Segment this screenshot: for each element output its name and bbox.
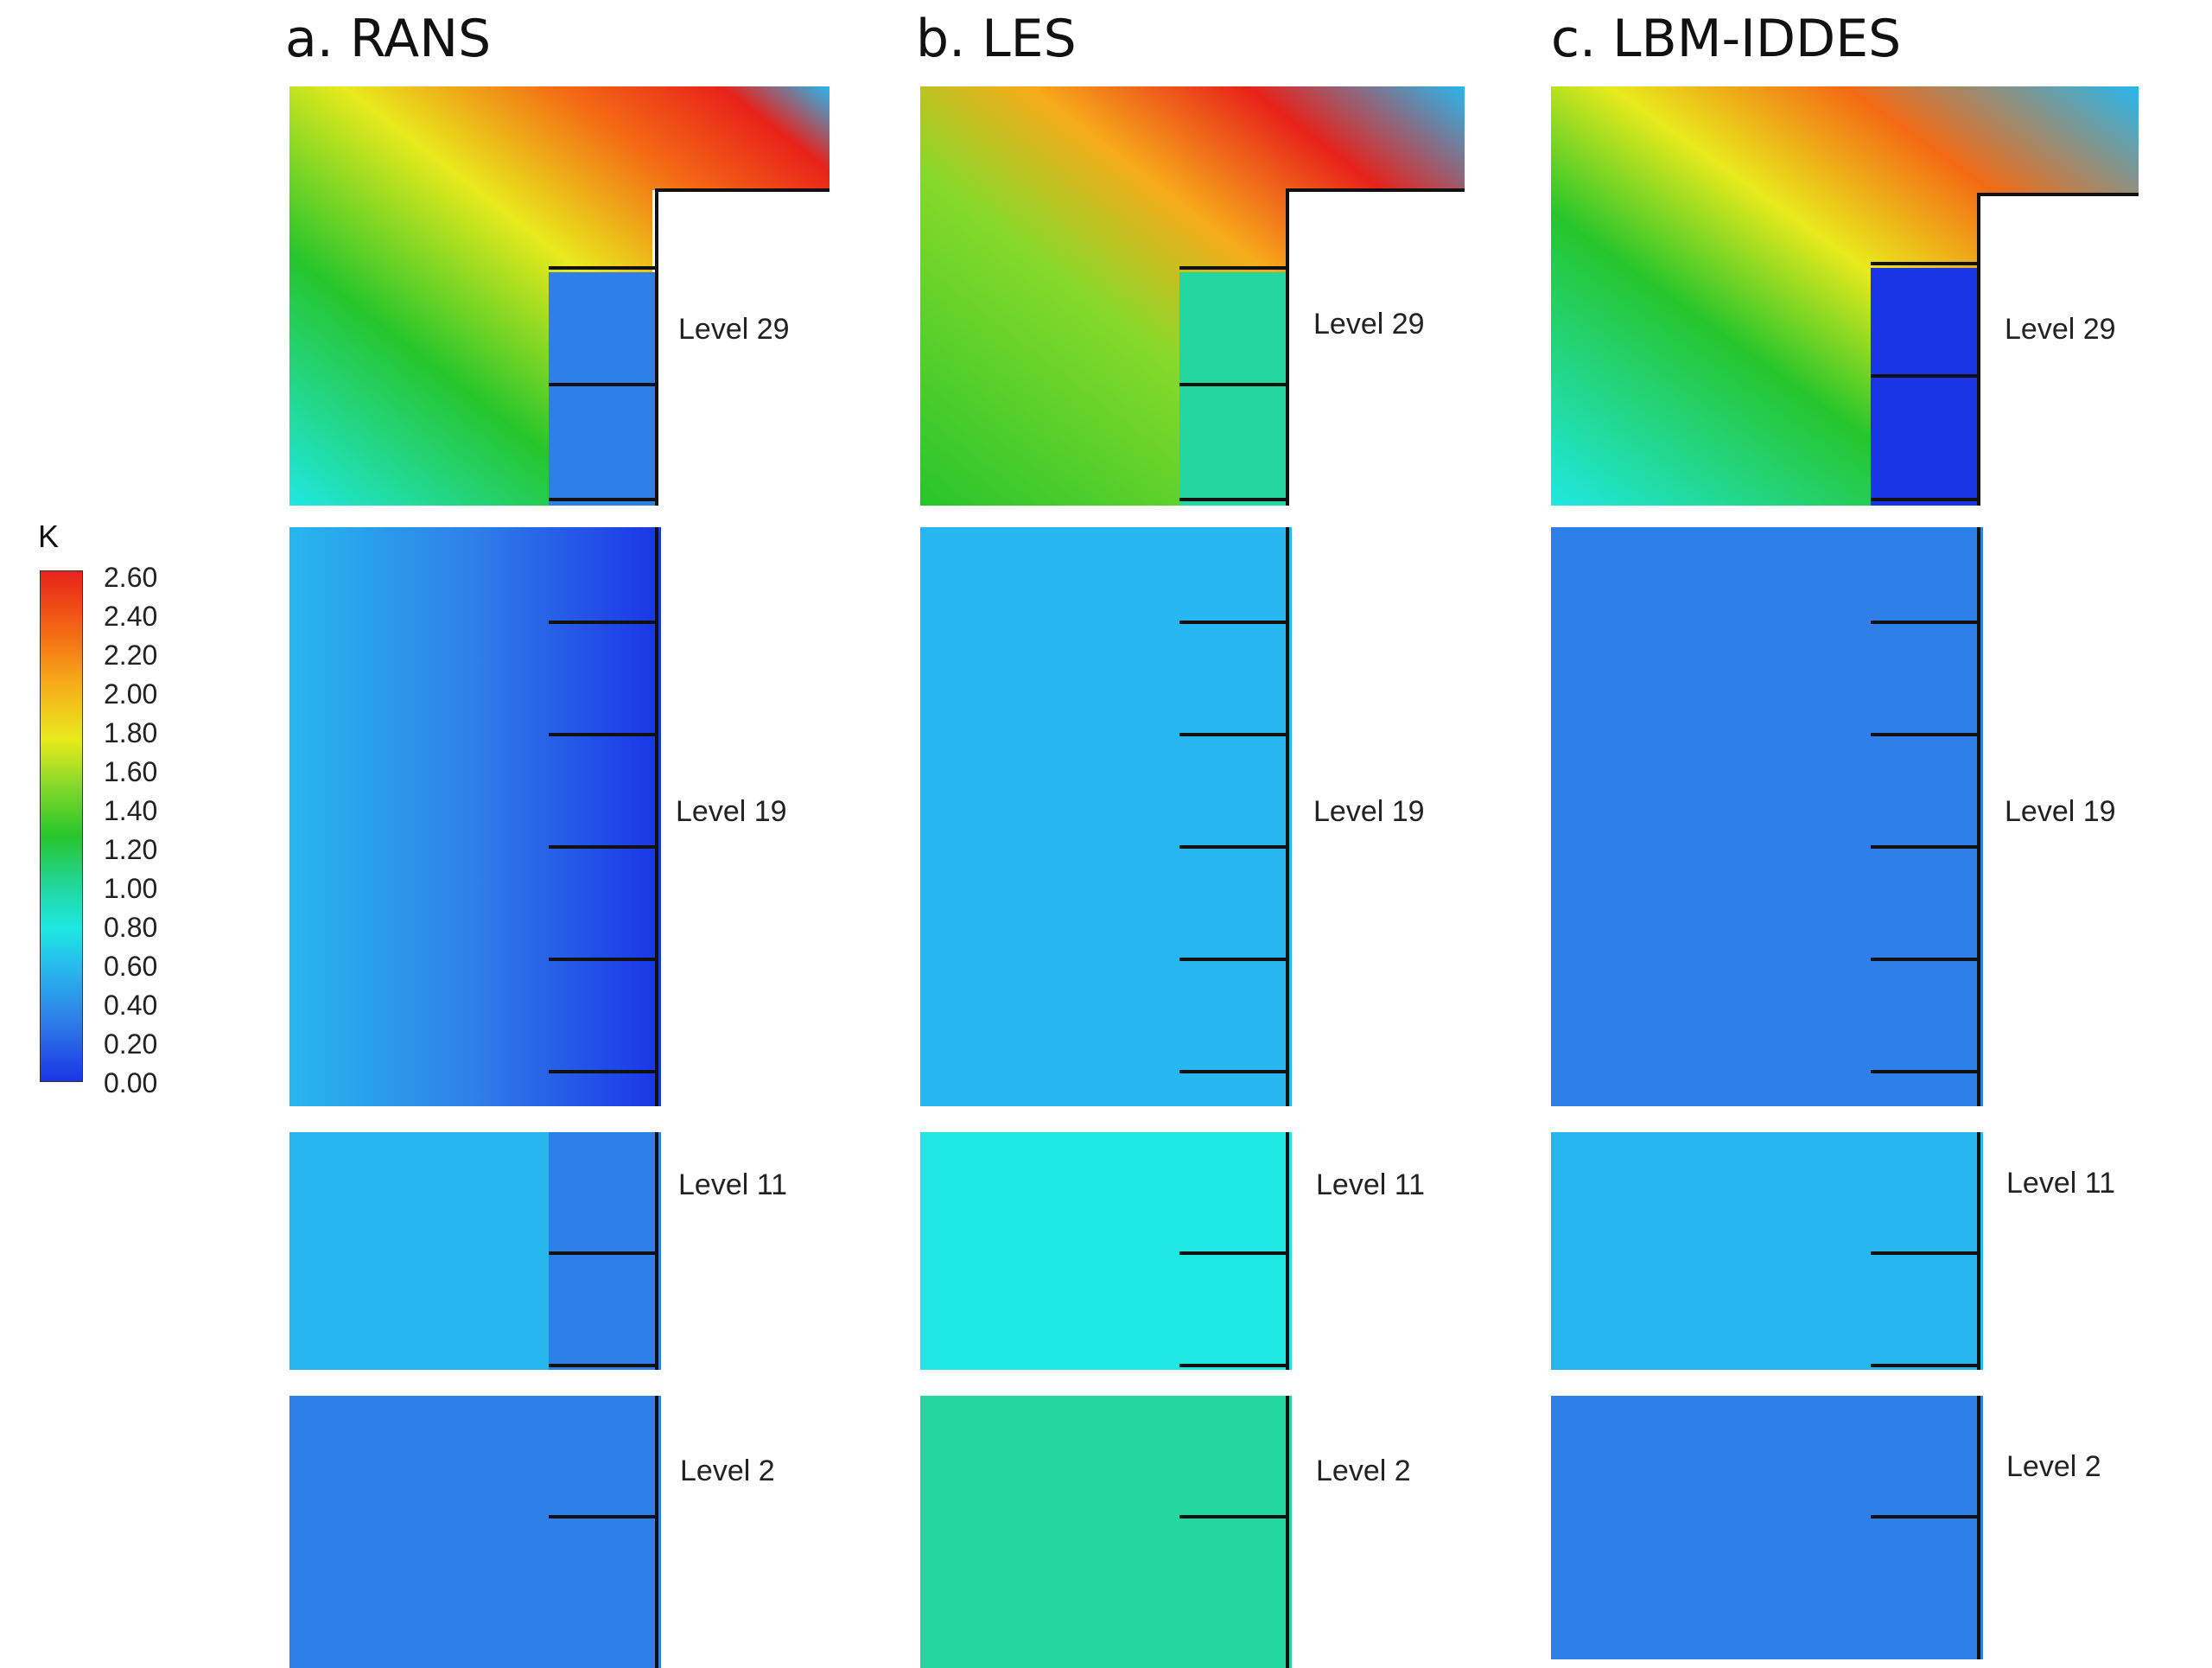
colorbar-tick: 1.20 [104,834,158,865]
contour-field [1551,1396,1983,1659]
panel-les-lower [920,1132,1292,1370]
level-label: Level 29 [2005,313,2116,346]
contour-field [920,1132,1292,1370]
level-label: Level 19 [676,795,787,828]
contour-field [289,1396,661,1668]
panel-lbm-lower [1551,1132,1983,1370]
level-label: Level 2 [680,1455,775,1487]
contour-field [289,527,661,1106]
panel-rans-top [289,86,830,506]
panel-les-middle [920,527,1292,1106]
colorbar-tick: 0.00 [104,1067,158,1098]
colorbar-tick: 2.60 [104,562,158,593]
colorbar-tick: 2.40 [104,601,158,632]
panel-rans-bottom [289,1396,661,1668]
level-label: Level 2 [1316,1455,1411,1487]
colorbar-tick: 2.20 [104,640,158,671]
panel-les-top [920,86,1465,506]
level-label: Level 11 [1316,1168,1426,1201]
colorbar-tick: 2.00 [104,678,158,710]
panel-les-bottom [920,1396,1292,1668]
colorbar-tick: 0.20 [104,1028,158,1060]
colorbar-tick: 1.80 [104,717,158,748]
level-label: Level 19 [1313,795,1425,828]
colorbar [40,570,83,1082]
panel-lbm-bottom [1551,1396,1983,1659]
panel-lbm-middle [1551,527,1983,1106]
level-label: Level 29 [678,313,790,346]
contour-field [289,86,830,506]
panel-lbm-top [1551,86,2139,506]
contour-field [289,1132,661,1370]
column-title-les: b. LES [916,9,1077,69]
colorbar-title: K [38,519,60,554]
contour-field [1551,1132,1983,1370]
colorbar-tick: 0.80 [104,912,158,943]
colorbar-tick: 0.40 [104,990,158,1021]
level-label: Level 29 [1313,308,1425,341]
panel-rans-lower [289,1132,661,1370]
column-title-rans: a. RANS [285,9,492,69]
contour-field [1551,86,2139,506]
colorbar-tick: 1.60 [104,756,158,787]
colorbar-tick: 1.00 [104,873,158,904]
level-label: Level 19 [2005,795,2116,828]
colorbar-tick: 0.60 [104,951,158,982]
contour-field [920,527,1292,1106]
column-title-lbm-iddes: c. LBM-IDDES [1551,9,1902,69]
level-label: Level 11 [678,1168,788,1201]
panel-rans-middle [289,527,661,1106]
contour-field [920,1396,1292,1668]
level-label: Level 11 [2006,1167,2116,1200]
colorbar-tick: 1.40 [104,795,158,826]
contour-field [1551,527,1983,1106]
contour-field [920,86,1465,506]
level-label: Level 2 [2006,1450,2101,1483]
